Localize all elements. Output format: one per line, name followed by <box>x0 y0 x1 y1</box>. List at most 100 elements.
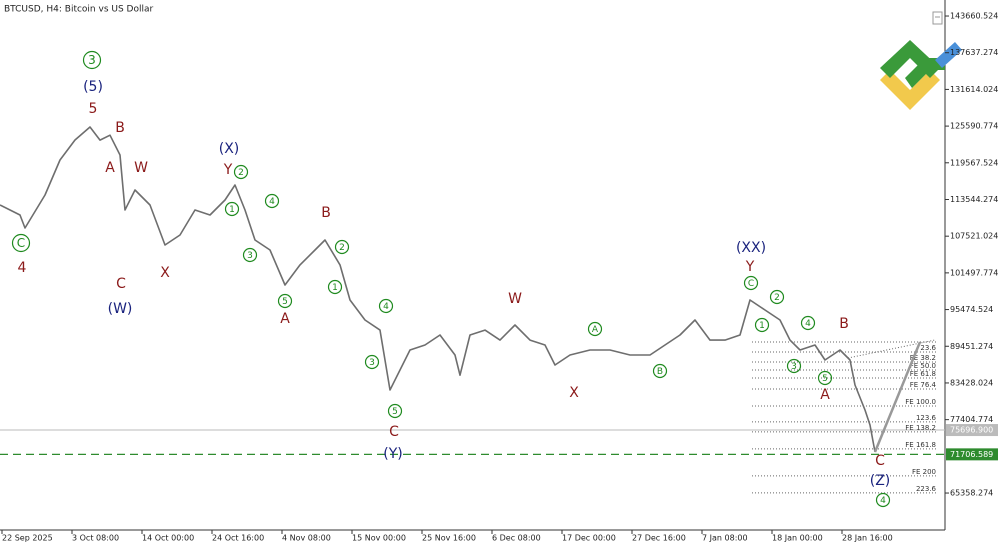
wave-circle <box>327 279 343 295</box>
chart-title: BTCUSD, H4: Bitcoin vs US Dollar <box>4 5 153 15</box>
wave-circle <box>817 370 833 386</box>
wave-label: (W) <box>108 301 133 317</box>
x-tick-label: 17 Dec 00:00 <box>562 534 616 543</box>
y-tick-label: 131614.024 <box>950 85 998 94</box>
wave-label: B <box>321 205 331 221</box>
wave-circle <box>242 247 258 263</box>
fib-label: 123.6 <box>916 414 937 422</box>
wave-label: (X) <box>219 141 240 157</box>
wave-label: (Z) <box>870 473 891 489</box>
logo-yellow <box>880 70 940 110</box>
fib-label: FE 50.0 <box>910 362 936 370</box>
y-tick-label: 137637.274 <box>950 48 998 57</box>
wave-circle <box>233 164 249 180</box>
wave-label: 5 <box>822 374 828 384</box>
wave-label: (XX) <box>736 240 766 256</box>
price-tag <box>946 424 998 437</box>
scroll-icon[interactable] <box>932 11 943 25</box>
wave-circle <box>264 193 280 209</box>
logo <box>880 40 962 110</box>
wave-label: 2 <box>774 293 780 303</box>
x-tick-label: 14 Oct 00:00 <box>142 534 194 543</box>
wave-label: 5 <box>282 297 288 307</box>
wave-label: W <box>134 160 148 176</box>
y-tick-label: 77404.774 <box>950 415 993 424</box>
wave-circle <box>82 50 102 70</box>
wave-label: A <box>592 325 599 335</box>
wave-label: B <box>115 120 125 136</box>
wave-label: 2 <box>339 243 345 253</box>
y-tick-label: 125590.774 <box>950 122 998 131</box>
wave-circle <box>800 315 816 331</box>
wave-label: C <box>116 276 126 292</box>
wave-label: 3 <box>88 53 96 67</box>
wave-label: 3 <box>247 251 253 261</box>
x-tick-label: 7 Jan 08:00 <box>702 534 748 543</box>
x-tick-label: 27 Dec 16:00 <box>632 534 686 543</box>
wave-label: (Y) <box>383 446 402 462</box>
wave-circle <box>875 492 891 508</box>
wave-circle <box>652 363 668 379</box>
wave-circle <box>334 239 350 255</box>
fib-label: FE 138.2 <box>905 424 936 432</box>
x-tick-label: 18 Jan 00:00 <box>772 534 823 543</box>
x-tick-label: 24 Oct 16:00 <box>212 534 264 543</box>
y-tick-label: 113544.274 <box>950 195 998 204</box>
fib-label: 223.6 <box>916 485 937 493</box>
wave-label: Y <box>745 259 755 275</box>
wave-label: C <box>389 424 399 440</box>
wave-label: 1 <box>759 321 765 331</box>
x-tick-label: 28 Jan 16:00 <box>842 534 893 543</box>
wave-label: 4 <box>269 197 275 207</box>
x-tick-label: 4 Nov 08:00 <box>282 534 331 543</box>
y-tick-label: 119567.524 <box>950 158 998 167</box>
wave-label: A <box>105 160 115 176</box>
x-tick-label: 22 Sep 2025 <box>2 534 53 543</box>
wave-label: X <box>569 385 579 401</box>
wave-label: 1 <box>229 205 235 215</box>
fib-label: FE 200 <box>912 468 936 476</box>
wave-label: B <box>657 367 663 377</box>
fib-label: 23.6 <box>920 344 936 352</box>
projection-line <box>873 341 922 453</box>
wave-circle <box>378 298 394 314</box>
x-tick-label: 3 Oct 08:00 <box>72 534 119 543</box>
wave-label: 1 <box>332 283 338 293</box>
wave-circle <box>387 403 403 419</box>
wave-label: C <box>17 236 25 250</box>
fib-label: FE 61.8 <box>910 370 936 378</box>
y-tick-label: 107521.024 <box>950 232 998 241</box>
y-tick-label: 95474.524 <box>950 305 993 314</box>
wave-label: 4 <box>383 302 389 312</box>
wave-label: (5) <box>83 79 103 95</box>
wave-label: A <box>820 387 830 403</box>
wave-label: Y <box>223 162 233 178</box>
wave-circle <box>224 201 240 217</box>
y-tick-label: 83428.024 <box>950 378 993 387</box>
wave-circle <box>587 321 603 337</box>
price-tag <box>946 448 998 461</box>
price-tag-label: 71706.589 <box>950 450 993 459</box>
y-tick-label: 89451.274 <box>950 342 993 351</box>
wave-label: 5 <box>89 101 98 117</box>
wave-label: 4 <box>805 319 811 329</box>
wave-label: 4 <box>18 260 27 276</box>
wave-label: A <box>280 311 290 327</box>
wave-circle <box>277 293 293 309</box>
wave-circle <box>364 354 380 370</box>
x-tick-label: 15 Nov 00:00 <box>352 534 406 543</box>
y-tick-label: 65358.274 <box>950 489 993 498</box>
fib-label: FE 38.2 <box>910 354 936 362</box>
logo-green-2 <box>905 58 945 88</box>
wave-circle <box>743 275 759 291</box>
fib-label: FE 100.0 <box>905 398 936 406</box>
wave-label: 4 <box>880 496 886 506</box>
wave-label: 2 <box>238 168 244 178</box>
wave-label: 5 <box>392 407 398 417</box>
wave-label: C <box>875 453 885 469</box>
fib-label: FE 76.4 <box>910 381 937 389</box>
wave-label: B <box>839 316 849 332</box>
